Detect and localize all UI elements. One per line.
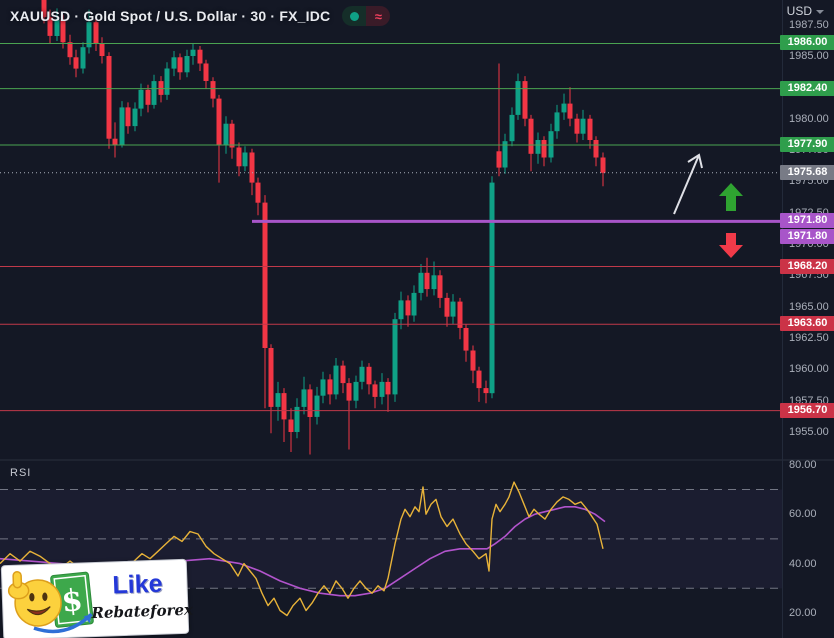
price-level-badge[interactable]: 1963.60 xyxy=(780,316,834,331)
price-tick-label: 1955.00 xyxy=(789,426,829,438)
rsi-line xyxy=(0,481,604,617)
price-tick-label: 1987.50 xyxy=(789,19,829,31)
rsi-indicator-label[interactable]: RSI xyxy=(10,467,32,479)
trend-arrow-drawing[interactable] xyxy=(673,153,703,215)
rsi-tick-label: 60.00 xyxy=(789,508,817,520)
price-tick-label: 1985.00 xyxy=(789,50,829,62)
currency-label: USD xyxy=(786,4,812,18)
price-level-badge[interactable]: 1975.68 xyxy=(780,165,834,180)
market-status-pill[interactable]: ≈ xyxy=(342,6,391,26)
price-level-badge[interactable]: 1956.70 xyxy=(780,403,834,418)
price-level-badge[interactable]: 1986.00 xyxy=(780,35,834,50)
price-level-badge[interactable]: 1977.90 xyxy=(780,137,834,152)
currency-dropdown[interactable]: USD xyxy=(787,4,824,18)
rsi-tick-label: 20.00 xyxy=(789,607,817,619)
buy-arrow-icon[interactable] xyxy=(719,183,743,211)
price-tick-label: 1960.00 xyxy=(789,363,829,375)
market-open-dot-icon xyxy=(342,6,367,26)
rsi-tick-label: 40.00 xyxy=(789,558,817,570)
symbol-title[interactable]: XAUUSD · Gold Spot / U.S. Dollar · 30 · … xyxy=(10,8,331,24)
rsi-tick-label: 80.00 xyxy=(789,459,817,471)
svg-text:$: $ xyxy=(60,583,84,620)
logo-brand-text: Rebateforex xyxy=(91,600,194,622)
chart-header: XAUUSD · Gold Spot / U.S. Dollar · 30 · … xyxy=(10,6,391,26)
price-level-badge[interactable]: 1982.40 xyxy=(780,81,834,96)
delayed-data-icon: ≈ xyxy=(366,6,391,26)
mascot-illustration: $ xyxy=(7,570,94,634)
price-tick-label: 1980.00 xyxy=(789,113,829,125)
logo-like-text: Like xyxy=(112,569,163,600)
price-level-badge[interactable]: 1968.20 xyxy=(780,259,834,274)
price-axis[interactable]: 1987.501985.001982.501980.001977.501975.… xyxy=(780,0,834,638)
candlesticks xyxy=(41,0,606,455)
chevron-down-icon xyxy=(816,10,824,14)
price-level-badge[interactable]: 1971.80 xyxy=(780,229,834,244)
brand-watermark: $ Like Rebateforex xyxy=(0,558,194,638)
price-level-badge[interactable]: 1971.80 xyxy=(780,213,834,228)
price-tick-label: 1962.50 xyxy=(789,332,829,344)
sell-arrow-icon[interactable] xyxy=(719,233,743,258)
price-tick-label: 1965.00 xyxy=(789,301,829,313)
